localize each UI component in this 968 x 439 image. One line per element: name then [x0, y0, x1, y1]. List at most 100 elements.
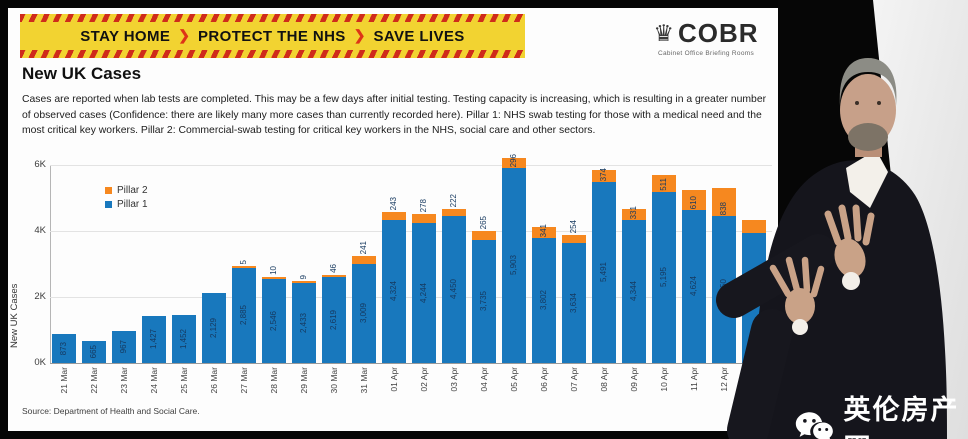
- pillar2-value-label: 278: [419, 198, 428, 212]
- shirt-cuff: [842, 272, 860, 290]
- x-tick-label: 31 Mar: [352, 367, 376, 411]
- x-tick-label: 06 Apr: [532, 367, 556, 411]
- pillar1-value-label: 2,433: [299, 312, 308, 334]
- pillar1-segment: 2,129: [202, 293, 226, 363]
- source-note: Source: Department of Health and Social …: [22, 406, 200, 416]
- legend-item: Pillar 1: [105, 199, 148, 210]
- x-tick-label: 28 Mar: [262, 367, 286, 411]
- wechat-icon: [795, 412, 833, 439]
- finger: [862, 212, 875, 246]
- finger: [810, 265, 825, 298]
- x-tick-text: 25 Mar: [179, 367, 189, 394]
- eye: [855, 101, 859, 105]
- pillar2-value-label: 243: [389, 196, 398, 210]
- x-tick-text: 03 Apr: [449, 367, 459, 392]
- cobr-logo: ♛ COBR Cabinet Office Briefing Rooms: [640, 18, 772, 57]
- pillar1-segment: 3,634: [562, 243, 586, 363]
- cobr-logo-subtitle: Cabinet Office Briefing Rooms: [657, 50, 754, 57]
- pillar1-value-label: 2,546: [269, 310, 278, 332]
- pillar2-segment: [562, 235, 586, 243]
- bar-07-apr: 3,634 254: [562, 220, 586, 363]
- y-tick-label: 0K: [34, 357, 46, 368]
- chart-title: New UK Cases: [22, 64, 142, 83]
- x-tick-label: 21 Mar: [52, 367, 76, 411]
- x-tick-label: 02 Apr: [412, 367, 436, 411]
- x-tick-label: 08 Apr: [592, 367, 616, 411]
- chevron-icon: ❯: [353, 26, 366, 43]
- pillar1-segment: 3,735: [472, 240, 496, 363]
- x-tick-label: 01 Apr: [382, 367, 406, 411]
- pillar1-value-label: 1,452: [179, 328, 188, 350]
- x-tick-label: 12 Apr: [712, 367, 736, 411]
- x-tick-label: 10 Apr: [652, 367, 676, 411]
- pillar1-value-label: 5,903: [509, 255, 518, 276]
- pillar2-value-label: 296: [509, 153, 518, 167]
- x-tick-label: 24 Mar: [142, 367, 166, 411]
- banner-part2: PROTECT THE NHS: [198, 27, 346, 45]
- bar-13-apr: 3,943: [742, 220, 766, 363]
- pillar1-segment: 2,885: [232, 268, 256, 363]
- pillar2-label-wrap: 296: [502, 154, 526, 167]
- x-tick-text: 28 Mar: [269, 367, 279, 394]
- x-tick-text: 07 Apr: [569, 367, 579, 392]
- x-axis-line: [50, 363, 772, 364]
- finger: [838, 204, 852, 242]
- pillar2-value-label: 46: [329, 264, 338, 273]
- pillar2-segment: [322, 275, 346, 277]
- x-tick-text: 12 Apr: [719, 367, 729, 392]
- pillar1-value-label: 3,943: [749, 287, 758, 309]
- legend-swatch: [105, 201, 112, 208]
- pillar2-label-wrap: 9: [292, 275, 316, 279]
- shirt-cuff: [792, 319, 808, 335]
- pillar1-segment: 5,903: [502, 168, 526, 363]
- bar-21-mar: 873: [52, 334, 76, 363]
- x-tick-text: 26 Mar: [209, 367, 219, 394]
- gridline: [50, 297, 772, 298]
- y-axis-label: New UK Cases: [9, 283, 20, 348]
- legend-swatch: [105, 187, 112, 194]
- pillar2-value-label: 331: [629, 205, 638, 219]
- beard: [848, 123, 888, 151]
- pillar2-label-wrap: 374: [592, 168, 616, 181]
- pillar2-value-label: 374: [599, 167, 608, 181]
- legend-label: Pillar 1: [117, 199, 148, 210]
- gridline: [50, 165, 772, 166]
- bar-01-apr: 4,324 243: [382, 197, 406, 363]
- x-tick-text: 08 Apr: [599, 367, 609, 392]
- pillar2-label-wrap: 254: [562, 220, 586, 233]
- hazard-stripe-top: [20, 14, 525, 22]
- pillar1-value-label: 1,427: [149, 329, 158, 350]
- hand: [785, 288, 815, 324]
- x-tick-text: 09 Apr: [629, 367, 639, 392]
- pillar1-value-label: 2,885: [239, 305, 248, 326]
- pillar2-value-label: 838: [719, 201, 728, 215]
- pillar2-label-wrap: 331: [622, 206, 646, 219]
- bar-22-mar: 665: [82, 341, 106, 363]
- pillar1-value-label: 5,491: [599, 262, 608, 283]
- pillar1-value-label: 4,450: [449, 279, 458, 300]
- banner-part1: STAY HOME: [80, 27, 171, 45]
- bar-02-apr: 4,244 278: [412, 199, 436, 363]
- bar-25-mar: 1,452: [172, 315, 196, 363]
- pillar1-segment: 3,009: [352, 264, 376, 363]
- y-tick-label: 2K: [34, 291, 46, 302]
- x-tick-label: 22 Mar: [82, 367, 106, 411]
- pillar1-segment: 4,324: [382, 220, 406, 363]
- pillar2-segment: [622, 209, 646, 220]
- pillar1-segment: 5,491: [592, 182, 616, 363]
- pillar1-value-label: 4,624: [689, 276, 698, 297]
- pillar2-value-label: 222: [449, 193, 458, 207]
- hair: [839, 58, 897, 106]
- chart-description: Cases are reported when lab tests are co…: [22, 94, 767, 137]
- pillar1-value-label: 2,619: [329, 309, 338, 331]
- x-tick-label: 27 Mar: [232, 367, 256, 411]
- pillar1-value-label: 4,324: [389, 281, 398, 302]
- bar-12-apr: 4,450 838: [712, 188, 736, 363]
- pillar2-segment: [682, 190, 706, 210]
- eye: [877, 101, 881, 105]
- x-tick-label: 09 Apr: [622, 367, 646, 411]
- bar-23-mar: 967: [112, 331, 136, 363]
- watermark-text: 英伦房产圈: [843, 395, 960, 439]
- pillar2-segment: [742, 220, 766, 233]
